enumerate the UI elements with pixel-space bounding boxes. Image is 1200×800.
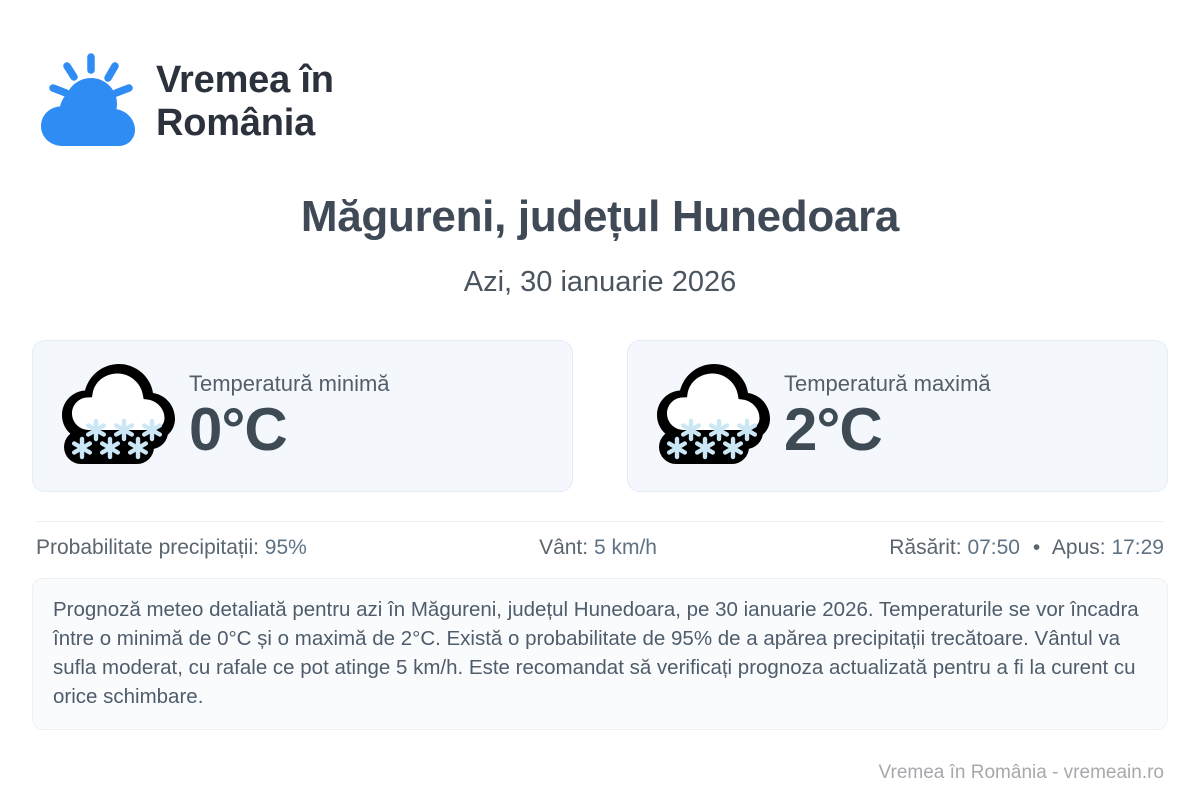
max-temperature-body: Temperatură maximă 2°C xyxy=(784,371,991,460)
precipitation-value: 95% xyxy=(264,536,307,559)
brand-logo[interactable]: Vremea în România xyxy=(36,50,334,154)
wind-stat: Vânt: 5 km/h xyxy=(307,536,889,560)
stats-divider xyxy=(36,521,1164,522)
footer-credit: Vremea în România - vremeain.ro xyxy=(878,762,1164,783)
forecast-description: Prognoză meteo detaliată pentru azi în M… xyxy=(32,578,1168,731)
stats-row: Probabilitate precipitații: 95% Vânt: 5 … xyxy=(36,536,1164,560)
sun-separator: • xyxy=(1032,536,1041,559)
sun-behind-cloud-icon xyxy=(36,50,140,154)
snow-cloud-icon xyxy=(55,360,179,472)
sun-times-stat: Răsărit: 07:50 • Apus: 17:29 xyxy=(889,536,1164,560)
precipitation-label: Probabilitate precipitații: xyxy=(36,536,259,559)
sunset-label: Apus: xyxy=(1051,536,1106,559)
max-temperature-card: Temperatură maximă 2°C xyxy=(627,340,1168,492)
precipitation-stat: Probabilitate precipitații: 95% xyxy=(36,536,307,560)
max-temperature-label: Temperatură maximă xyxy=(784,371,991,397)
min-temperature-card: Temperatură minimă 0°C xyxy=(32,340,573,492)
min-temperature-value: 0°C xyxy=(189,396,288,464)
wind-value: 5 km/h xyxy=(593,536,657,559)
min-temperature-label: Temperatură minimă xyxy=(189,371,390,397)
max-temperature-value: 2°C xyxy=(784,396,883,464)
sunrise-value: 07:50 xyxy=(967,536,1020,559)
brand-name: Vremea în România xyxy=(156,59,334,144)
wind-label: Vânt: xyxy=(539,536,589,559)
min-temperature-body: Temperatură minimă 0°C xyxy=(189,371,390,460)
page-title: Măgureni, județul Hunedoara xyxy=(300,192,900,241)
page-subtitle: Azi, 30 ianuarie 2026 xyxy=(463,266,737,298)
sunset-value: 17:29 xyxy=(1111,536,1164,559)
sunrise-label: Răsărit: xyxy=(889,536,962,559)
snow-cloud-icon xyxy=(650,360,774,472)
temperature-cards: Temperatură minimă 0°C xyxy=(32,340,1168,492)
